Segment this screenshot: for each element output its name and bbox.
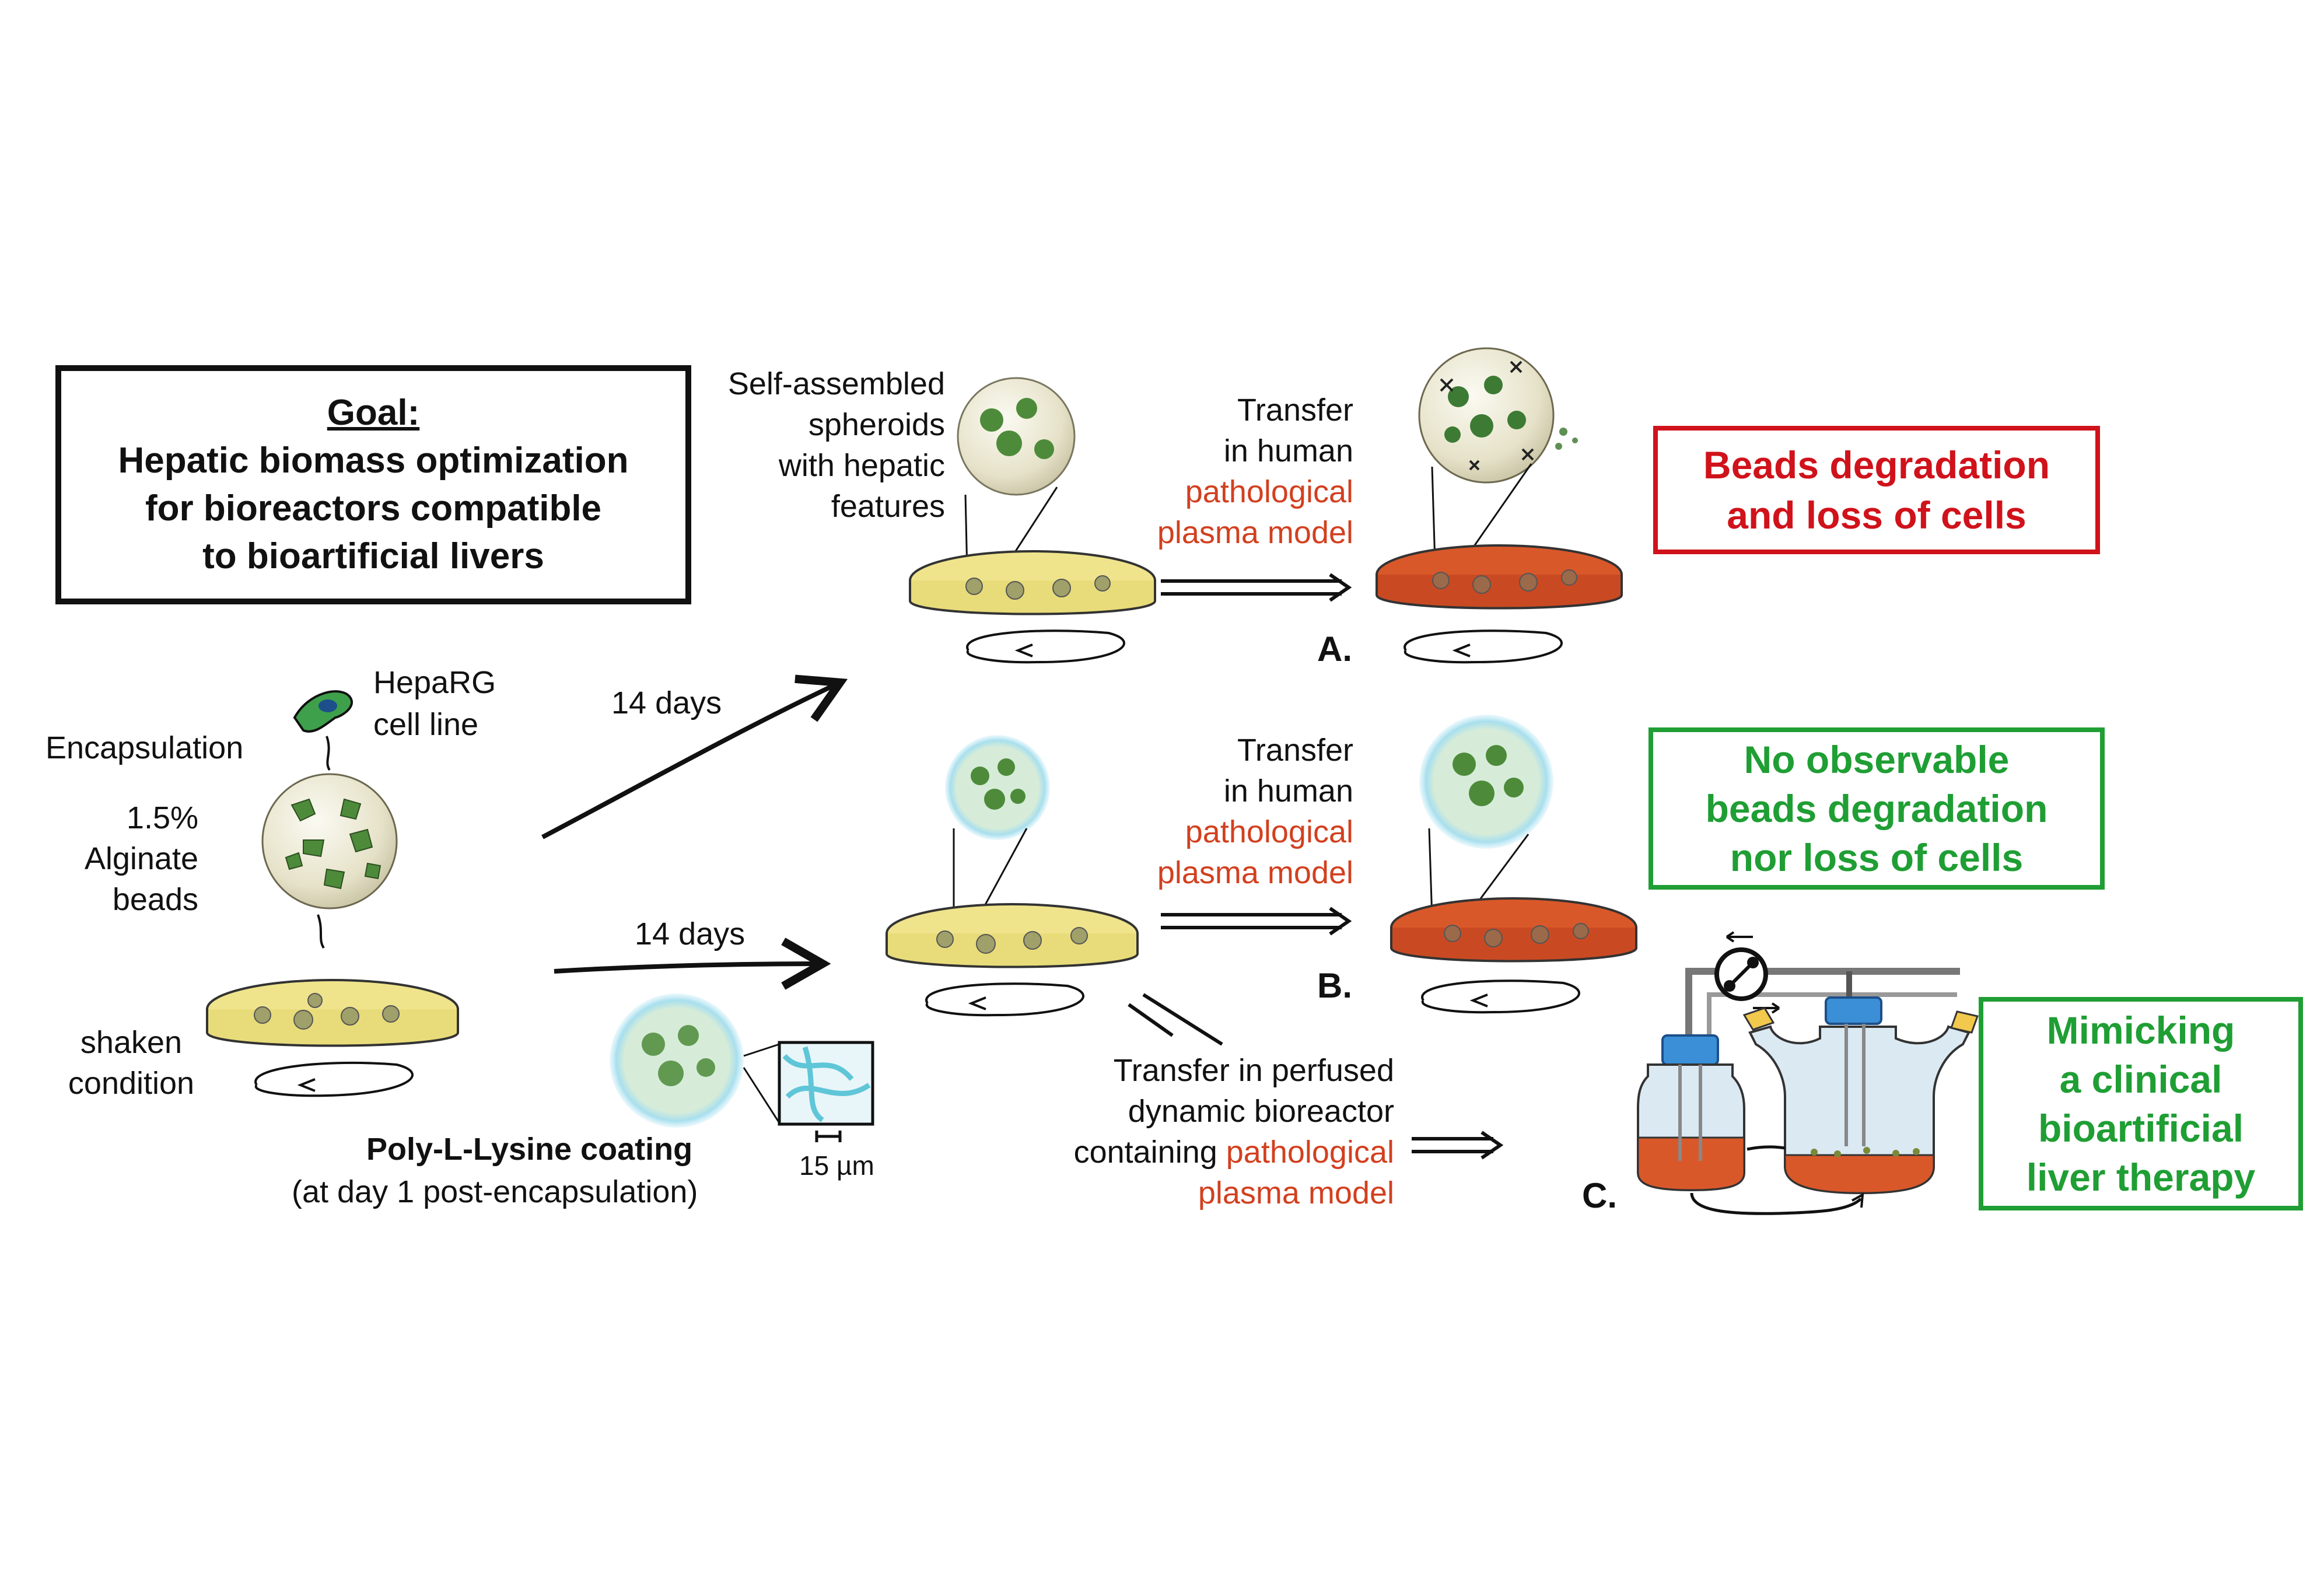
coating-subtitle: (at day 1 post-encapsulation) bbox=[292, 1174, 698, 1209]
coated-bead-zoom bbox=[610, 993, 874, 1142]
diagonal-arrow-c bbox=[1128, 993, 1223, 1046]
petri-dish-left bbox=[206, 979, 459, 1097]
goal-line-2: for bioreactors compatible bbox=[145, 488, 602, 529]
lower-days-label: 14 days bbox=[635, 916, 746, 951]
shaken-label-1: shaken bbox=[80, 1025, 183, 1060]
heparg-label-2: cell line bbox=[373, 707, 479, 742]
transfer-c-line-1: Transfer in perfused bbox=[1113, 1053, 1394, 1088]
result-c-line-1: Mimicking bbox=[2046, 1009, 2235, 1052]
goal-heading: Goal: bbox=[327, 393, 420, 433]
spheroids-label-1: Self-assembled bbox=[727, 366, 945, 401]
result-b-text: No observable beads degradation nor loss… bbox=[1651, 730, 2102, 887]
alginate-label-2: Alginate bbox=[84, 841, 198, 876]
result-a-line-1: Beads degradation bbox=[1703, 443, 2050, 487]
goal-text: Goal: Hepatic biomass optimization for b… bbox=[58, 368, 688, 601]
alginate-label-1: 1.5% bbox=[126, 800, 198, 835]
label-a: A. bbox=[1317, 629, 1352, 669]
transfer-c-line-4: plasma model bbox=[1198, 1175, 1394, 1210]
transfer-c-line-2: dynamic bioreactor bbox=[1128, 1094, 1394, 1129]
goal-line-3: to bioartificial livers bbox=[202, 536, 544, 576]
spheroids-label-4: features bbox=[831, 489, 945, 524]
result-b-line-1: No observable bbox=[1744, 738, 2010, 781]
result-b-line-3: nor loss of cells bbox=[1730, 836, 2024, 879]
result-c-line-4: liver therapy bbox=[2026, 1156, 2256, 1199]
result-c-line-2: a clinical bbox=[2059, 1058, 2222, 1101]
upper-days-label: 14 days bbox=[611, 685, 722, 720]
transfer-c-line-3: containing pathological bbox=[992, 1132, 1394, 1173]
petri-dish-a-yellow bbox=[909, 377, 1156, 664]
transfer-b-line-3: pathological bbox=[1185, 814, 1353, 849]
arrow-lower bbox=[554, 937, 831, 990]
goal-box bbox=[55, 365, 691, 604]
petri-dish-b-yellow bbox=[886, 735, 1139, 1017]
result-b-line-2: beads degradation bbox=[1705, 787, 2048, 830]
transfer-b-line-1: Transfer bbox=[1237, 733, 1353, 768]
transfer-b-line-2: in human bbox=[1223, 774, 1353, 809]
transfer-a-line-4: plasma model bbox=[1157, 515, 1353, 550]
double-arrow-a bbox=[1161, 573, 1352, 602]
result-box-b bbox=[1648, 727, 2105, 890]
coating-title: Poly-L-Lysine coating bbox=[366, 1132, 693, 1167]
scale-bar-label: 15 µm bbox=[799, 1150, 874, 1181]
encapsulation-label: Encapsulation bbox=[46, 730, 244, 765]
transfer-a-line-3: pathological bbox=[1185, 474, 1353, 509]
petri-dish-a-orange bbox=[1376, 347, 1623, 664]
transfer-b-line-4: plasma model bbox=[1157, 855, 1353, 890]
transfer-c-pathological: pathological bbox=[1226, 1135, 1394, 1170]
alginate-label-3: beads bbox=[112, 882, 198, 917]
heparg-cell-icon bbox=[293, 690, 353, 771]
result-box-a bbox=[1653, 426, 2100, 554]
arrow-upper bbox=[541, 674, 848, 839]
label-c: C. bbox=[1582, 1176, 1617, 1215]
result-c-line-3: bioartificial bbox=[2038, 1107, 2244, 1150]
spheroids-label-3: with hepatic bbox=[778, 448, 945, 483]
bioreactor-system bbox=[1637, 931, 1979, 1215]
heparg-label-1: HepaRG bbox=[373, 665, 496, 700]
label-b: B. bbox=[1317, 966, 1352, 1005]
encapsulated-bead bbox=[261, 773, 398, 949]
result-box-c bbox=[1979, 997, 2303, 1210]
result-c-text: Mimicking a clinical bioartificial liver… bbox=[1981, 999, 2301, 1208]
result-a-text: Beads degradation and loss of cells bbox=[1656, 428, 2098, 552]
spheroids-label-2: spheroids bbox=[808, 407, 945, 442]
goal-line-1: Hepatic biomass optimization bbox=[118, 440, 629, 481]
petri-dish-b-orange bbox=[1390, 715, 1637, 1014]
transfer-a-line-2: in human bbox=[1223, 433, 1353, 468]
transfer-a-line-1: Transfer bbox=[1237, 393, 1353, 428]
result-a-line-2: and loss of cells bbox=[1727, 494, 2027, 537]
double-arrow-b bbox=[1161, 907, 1352, 936]
transfer-c-containing: containing bbox=[1073, 1135, 1226, 1170]
double-arrow-c bbox=[1412, 1131, 1504, 1160]
shaken-label-2: condition bbox=[68, 1066, 195, 1101]
